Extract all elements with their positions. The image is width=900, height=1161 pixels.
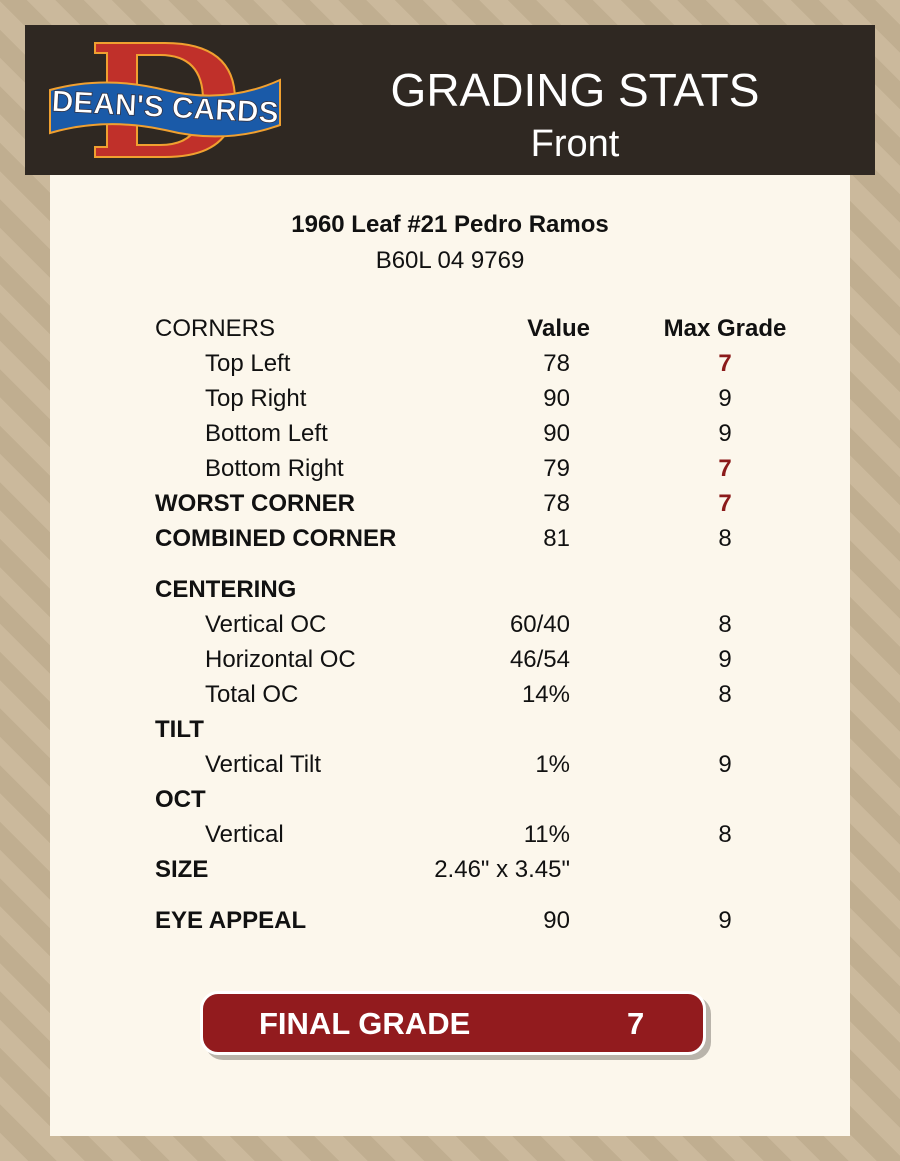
deans-cards-logo: DEAN'S CARDS: [49, 42, 281, 158]
row-value: 90: [543, 907, 570, 934]
table-row: CENTERING: [155, 576, 815, 611]
page-subtitle: Front: [530, 123, 620, 165]
row-max-grade: 8: [718, 525, 732, 552]
row-label: Vertical OC: [205, 611, 327, 638]
row-label: Vertical: [205, 821, 284, 848]
table-row: TILT: [155, 716, 815, 751]
row-value: 11%: [523, 821, 570, 848]
table-row: Vertical 11% 8: [155, 821, 815, 856]
row-value: 90: [543, 420, 570, 447]
row-label: SIZE: [155, 856, 209, 883]
table-row: Top Right 90 9: [155, 385, 815, 420]
table-row: OCT: [155, 786, 815, 821]
table-row: Vertical Tilt 1% 9: [155, 751, 815, 786]
grading-table: CORNERS Value Max Grade Top Left 78 7 Top Righ…: [155, 315, 815, 942]
row-max-grade: 9: [718, 420, 732, 447]
final-grade-badge: FINAL GRADE 7: [200, 991, 706, 1055]
page-title: GRADING STATS: [390, 64, 760, 116]
grading-sheet: 1960 Leaf #21 Pedro Ramos B60L 04 9769 C…: [50, 175, 850, 1136]
row-value: 81: [543, 525, 570, 552]
row-value: 46/54: [509, 646, 570, 673]
row-value: 60/40: [509, 611, 570, 638]
row-label: OCT: [155, 786, 206, 813]
table-row: COMBINED CORNER 81 8: [155, 525, 815, 560]
row-label: CORNERS: [155, 315, 276, 342]
row-label: COMBINED CORNER: [155, 525, 397, 552]
row-label: Total OC: [205, 681, 299, 708]
row-value: Value: [527, 315, 590, 342]
table-header-row: CORNERS Value Max Grade: [155, 315, 815, 350]
final-grade-label: FINAL GRADE: [259, 1006, 471, 1041]
table-row: Horizontal OC 46/54 9: [155, 646, 815, 681]
row-max-grade: 9: [718, 385, 732, 412]
table-row: Bottom Left 90 9: [155, 420, 815, 455]
row-value: 78: [543, 350, 570, 377]
row-value: 2.46" x 3.45": [434, 856, 570, 883]
table-row: WORST CORNER 78 7: [155, 490, 815, 525]
row-max-grade: 7: [718, 455, 732, 482]
row-value: 1%: [535, 751, 570, 778]
card-name: 1960 Leaf #21 Pedro Ramos: [291, 211, 609, 238]
final-grade-value: 7: [627, 1006, 645, 1041]
row-label: Horizontal OC: [205, 646, 356, 673]
card-cert-number: B60L 04 9769: [375, 247, 525, 274]
row-label: Top Right: [205, 385, 307, 412]
row-max-grade: 8: [718, 821, 732, 848]
row-label: CENTERING: [155, 576, 297, 603]
row-label: Top Left: [205, 350, 291, 377]
row-max-grade: 9: [718, 907, 732, 934]
row-label: WORST CORNER: [155, 490, 355, 517]
row-value: 78: [543, 490, 570, 517]
row-label: Vertical Tilt: [205, 751, 322, 778]
row-max-grade: 8: [718, 681, 732, 708]
row-max-grade: Max Grade: [663, 315, 787, 342]
row-max-grade: 9: [718, 646, 732, 673]
row-value: 90: [543, 385, 570, 412]
row-max-grade: 9: [718, 751, 732, 778]
header: DEAN'S CARDS GRADING STATS Front: [25, 25, 875, 175]
table-row: Total OC 14% 8: [155, 681, 815, 716]
row-max-grade: 7: [718, 350, 732, 377]
table-row: Vertical OC 60/40 8: [155, 611, 815, 646]
row-label: Bottom Left: [205, 420, 328, 447]
table-row: SIZE 2.46" x 3.45": [155, 856, 815, 891]
row-max-grade: 7: [718, 490, 732, 517]
row-value: 79: [543, 455, 570, 482]
row-label: Bottom Right: [205, 455, 344, 482]
row-label: TILT: [155, 716, 204, 743]
table-row: EYE APPEAL 90 9: [155, 907, 815, 942]
row-max-grade: 8: [718, 611, 732, 638]
row-label: EYE APPEAL: [155, 907, 307, 934]
table-row: Bottom Right 79 7: [155, 455, 815, 490]
row-value: 14%: [521, 681, 570, 708]
table-row: Top Left 78 7: [155, 350, 815, 385]
